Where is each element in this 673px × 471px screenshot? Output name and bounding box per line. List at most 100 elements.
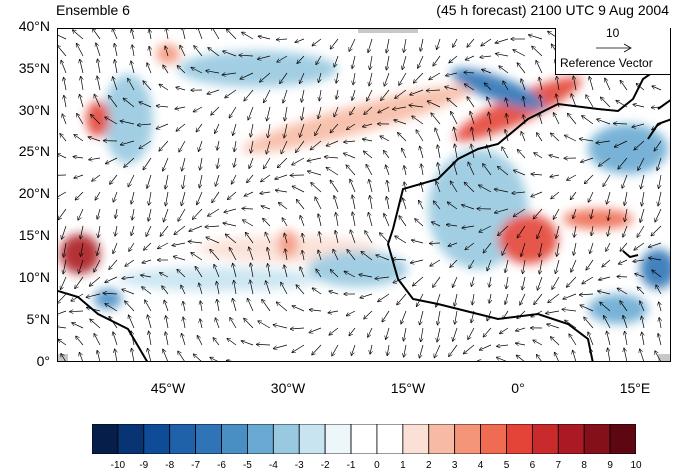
wind-vector: [503, 310, 509, 319]
wind-vector: [300, 216, 305, 227]
wind-vector: [234, 140, 236, 151]
wind-vector: [128, 79, 135, 91]
wind-vector: [196, 123, 203, 132]
wind-vector: [328, 311, 339, 313]
wind-vector: [109, 259, 118, 269]
wind-vector: [394, 120, 407, 125]
wind-vector: [148, 315, 152, 329]
wind-vector: [109, 96, 118, 108]
wind-vector: [567, 276, 577, 287]
wind-vector: [574, 225, 576, 237]
wind-vector: [180, 46, 186, 57]
wind-vector: [258, 36, 271, 40]
wind-vector: [281, 140, 288, 154]
wind-vector: [277, 55, 288, 62]
wind-vector: [249, 157, 254, 168]
wind-vector: [495, 208, 509, 213]
wind-vector: [232, 174, 237, 184]
wind-vector: [159, 84, 169, 91]
wind-vector: [347, 310, 356, 316]
wind-vector: [251, 123, 254, 137]
wind-vector: [179, 140, 186, 152]
wind-vector: [262, 300, 271, 312]
wind-vector: [468, 327, 475, 339]
wind-vector: [58, 208, 67, 220]
wind-vector: [302, 234, 304, 244]
wind-vector: [78, 208, 84, 220]
wind-vector: [516, 343, 526, 345]
wind-vector: [194, 354, 202, 361]
wind-vector: [393, 276, 407, 283]
wind-vector: [109, 317, 118, 329]
colorbar-label: 5: [503, 460, 510, 471]
wind-vector: [658, 334, 662, 346]
wind-vector: [478, 361, 491, 362]
wind-vector: [351, 344, 356, 355]
wind-vector: [656, 285, 662, 295]
wind-vector: [523, 115, 525, 125]
wind-vector: [552, 276, 560, 289]
wind-vector: [470, 112, 475, 125]
wind-vector: [210, 250, 220, 261]
wind-vector: [227, 29, 237, 40]
wind-vector: [521, 242, 526, 256]
plot-title-left: Ensemble 6: [56, 2, 130, 18]
wind-vector: [199, 283, 203, 295]
wind-vector: [177, 270, 186, 278]
wind-vector: [605, 78, 611, 91]
wind-vector: [404, 327, 407, 341]
wind-vector: [297, 55, 305, 63]
wind-vector: [264, 89, 271, 102]
wind-vector: [90, 319, 101, 329]
wind-vector: [652, 107, 662, 108]
wind-vector: [573, 351, 577, 361]
wind-vector: [380, 233, 390, 244]
wind-vectors: [58, 29, 662, 362]
colorbar-swatch: [480, 423, 507, 455]
wind-vector: [495, 189, 509, 193]
wind-vector: [537, 355, 542, 361]
wind-vector: [438, 310, 441, 325]
wind-vector: [480, 344, 492, 350]
wind-vector: [437, 38, 441, 49]
wind-vector: [274, 344, 288, 349]
colorbar-swatch: [324, 423, 352, 455]
wind-vector: [489, 276, 491, 287]
wind-vector: [268, 123, 270, 138]
wind-vector: [499, 66, 509, 74]
wind-vector: [607, 331, 611, 346]
wind-vector: [382, 310, 390, 322]
wind-vector: [555, 259, 560, 273]
map-panel: [57, 28, 671, 362]
wind-vector: [364, 106, 373, 114]
wind-vector: [79, 259, 84, 273]
wind-vector: [233, 123, 237, 135]
wind-vector: [638, 157, 645, 170]
wind-vector: [216, 174, 220, 186]
wind-vector: [431, 113, 441, 125]
wind-vector: [454, 293, 458, 306]
wind-vector: [479, 225, 492, 232]
wind-vector: [230, 318, 237, 329]
wind-vector: [448, 202, 458, 210]
wind-vector: [334, 106, 339, 117]
wind-vector: [181, 285, 186, 295]
wind-vector: [487, 259, 492, 271]
colorbar-label: -9: [139, 460, 149, 471]
wind-vector: [62, 225, 67, 239]
wind-vector: [311, 140, 322, 150]
wind-vector: [399, 72, 407, 85]
wind-vector: [241, 341, 254, 346]
wind-vector: [573, 76, 577, 91]
wind-vector: [292, 186, 305, 193]
wind-vector: [244, 191, 254, 196]
wind-vector: [131, 29, 134, 40]
wind-vector: [523, 97, 525, 108]
wind-vector: [563, 293, 577, 299]
wind-vector: [557, 242, 559, 256]
wind-vector: [77, 44, 84, 57]
wind-vector: [139, 140, 152, 149]
wind-vector: [261, 174, 271, 182]
colorbar-label: -4: [268, 460, 278, 471]
colorbar-label: -2: [320, 460, 330, 471]
